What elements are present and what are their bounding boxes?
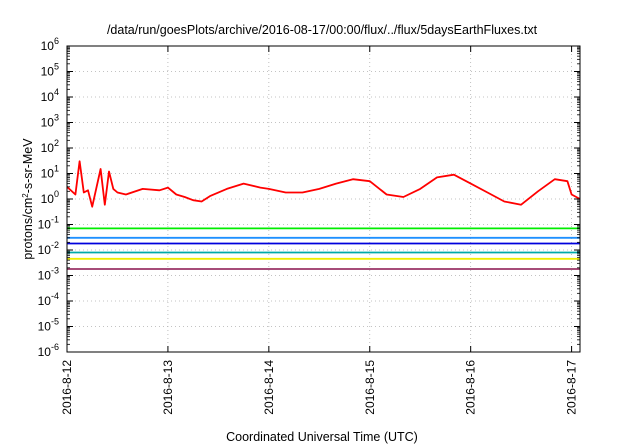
y-tick-label: 10-4 [38, 291, 59, 308]
y-tick-exponent: -1 [51, 215, 59, 225]
y-tick-label: 10-2 [38, 240, 59, 257]
y-tick-exponent: 4 [54, 87, 59, 97]
y-tick-base: 10 [38, 320, 52, 334]
y-tick-exponent: -6 [51, 342, 59, 352]
y-tick-label: 104 [41, 87, 59, 104]
series-layer [66, 160, 581, 270]
y-tick-exponent: 2 [54, 138, 59, 148]
y-tick-base: 10 [41, 167, 55, 181]
y-tick-exponent: 1 [54, 164, 59, 174]
y-tick-base: 10 [38, 345, 52, 359]
x-tick-label: 2016-8-12 [60, 360, 74, 415]
y-tick-base: 10 [38, 243, 52, 257]
y-tick-base: 10 [38, 218, 52, 232]
y-tick-base: 10 [41, 65, 55, 79]
x-tick-label: 2016-8-14 [262, 360, 276, 415]
y-tick-base: 10 [41, 90, 55, 104]
y-tick-base: 10 [41, 192, 55, 206]
y-tick-label: 10-6 [38, 342, 59, 359]
y-tick-label: 105 [41, 62, 59, 79]
y-tick-label: 106 [41, 36, 59, 53]
x-tick-label: 2016-8-16 [464, 360, 478, 415]
x-tick-label: 2016-8-17 [565, 360, 579, 415]
y-tick-base: 10 [41, 141, 55, 155]
y-tick-label: 101 [41, 164, 59, 181]
y-tick-base: 10 [38, 294, 52, 308]
chart-title: /data/run/goesPlots/archive/2016-08-17/0… [107, 23, 538, 37]
x-tick-label: 2016-8-15 [363, 360, 377, 415]
y-tick-label: 10-3 [38, 266, 59, 283]
y-tick-exponent: -4 [51, 291, 59, 301]
series-line-1 [66, 160, 581, 208]
y-tick-base: 10 [38, 269, 52, 283]
y-axis-title-post: -s-sr-MeV [21, 138, 35, 194]
y-tick-base: 10 [41, 116, 55, 130]
x-tick-label: 2016-8-13 [161, 360, 175, 415]
y-tick-exponent: 3 [54, 113, 59, 123]
y-tick-label: 10-5 [38, 317, 59, 334]
x-axis-title: Coordinated Universal Time (UTC) [226, 430, 418, 444]
y-axis-title: protons/cm2-s-sr-MeV [21, 138, 36, 260]
y-tick-exponent: 5 [54, 62, 59, 72]
y-tick-label: 103 [41, 113, 59, 130]
y-tick-label: 102 [41, 138, 59, 155]
y-tick-exponent: -5 [51, 317, 59, 327]
y-tick-exponent: 6 [54, 36, 59, 46]
y-axis-title-sup: 2 [21, 193, 30, 198]
y-tick-label: 100 [41, 189, 59, 206]
y-axis-title-pre: protons/cm [21, 198, 35, 260]
y-tick-label: 10-1 [38, 215, 59, 232]
grid [67, 46, 580, 352]
y-tick-exponent: 0 [54, 189, 59, 199]
ticks: 10-610-510-410-310-210-11001011021031041… [38, 36, 580, 415]
y-tick-exponent: -3 [51, 266, 59, 276]
y-tick-base: 10 [41, 39, 55, 53]
y-tick-exponent: -2 [51, 240, 59, 250]
